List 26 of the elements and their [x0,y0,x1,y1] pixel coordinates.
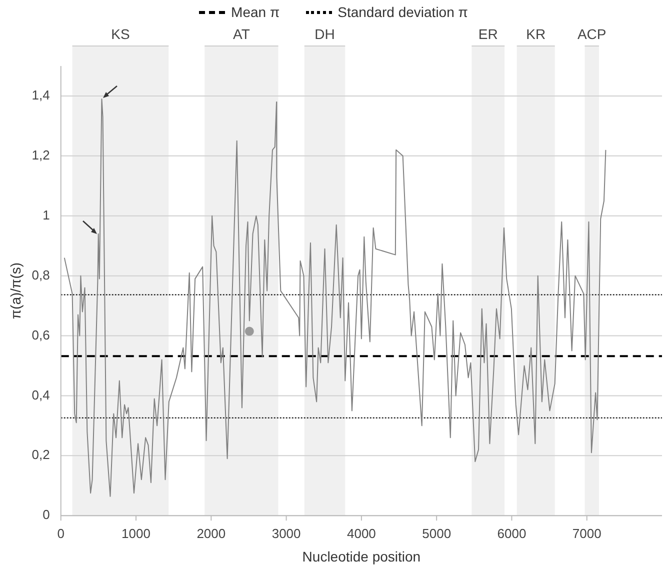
y-tick-label: 0,8 [32,267,50,282]
y-tick-label: 0,2 [32,447,50,462]
x-tick-label: 7000 [572,526,602,541]
band-label: DH [314,26,335,42]
band-label: ACP [577,26,606,42]
x-tick-label: 2000 [196,526,226,541]
x-axis-title: Nucleotide position [302,548,421,564]
legend-label: Mean π [231,4,280,20]
legend-label: Standard deviation π [338,4,468,20]
x-tick-label: 0 [57,526,64,541]
x-tick-label: 6000 [497,526,526,541]
x-tick-label: 5000 [422,526,452,541]
x-tick-label: 1000 [122,526,150,541]
y-tick-label: 0 [42,507,50,522]
y-axis-title: π(a)/π(s) [7,262,24,320]
y-tick-label: 1 [42,207,50,222]
x-tick-label: 3000 [272,526,301,541]
band-label: AT [233,26,250,42]
y-tick-label: 1,2 [32,148,50,162]
y-tick-label: 0,4 [32,387,50,402]
y-tick-label: 0,6 [32,327,50,342]
band-label: ER [478,26,498,42]
y-tick-label: 1,4 [32,88,50,103]
x-tick-label: 4000 [346,526,376,541]
band-label: KS [111,26,130,42]
band-label: KR [526,26,546,42]
